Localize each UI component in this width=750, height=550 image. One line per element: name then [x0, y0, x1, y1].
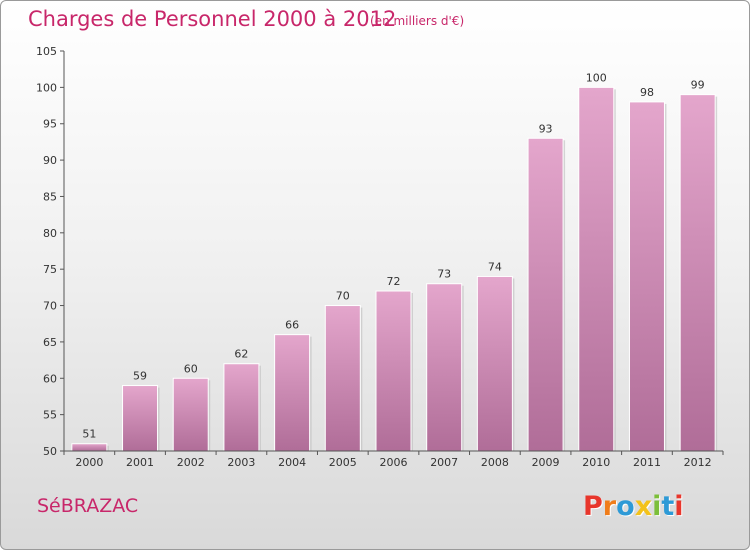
- logo-letter: P: [583, 491, 603, 522]
- chart-subtitle: (en milliers d'€): [370, 14, 465, 28]
- commune-name: SéBRAZAC: [37, 495, 139, 517]
- x-tick-label: 2000: [75, 456, 103, 469]
- bar-2003[interactable]: [223, 363, 260, 452]
- bar-2000[interactable]: [71, 443, 108, 452]
- bar-2012[interactable]: [679, 94, 716, 452]
- value-label: 100: [586, 71, 607, 84]
- x-tick-label: 2001: [126, 456, 154, 469]
- bar-2002[interactable]: [172, 377, 209, 452]
- value-label: 51: [82, 428, 96, 441]
- y-tick-label: 80: [43, 227, 57, 240]
- x-tick-label: 2006: [380, 456, 408, 469]
- bar-2011[interactable]: [628, 101, 665, 452]
- chart-title: Charges de Personnel 2000 à 2012: [28, 7, 397, 31]
- bar-2008[interactable]: [476, 275, 513, 452]
- logo-letter: x: [634, 491, 653, 522]
- value-label: 70: [336, 290, 350, 303]
- labels-layer: 51 2000 59 2001 60 2002 62 2003 66 2004 70 2005 72 20…: [36, 45, 712, 469]
- bars-layer: [71, 86, 718, 452]
- value-label: 74: [488, 260, 502, 273]
- bar-2005[interactable]: [324, 305, 361, 452]
- y-tick-label: 95: [43, 118, 57, 131]
- y-tick-label: 65: [43, 336, 57, 349]
- x-tick-label: 2008: [481, 456, 509, 469]
- logo-letter: t: [661, 491, 675, 522]
- bar-2010[interactable]: [578, 86, 615, 452]
- value-label: 60: [184, 362, 198, 375]
- bar-2009[interactable]: [527, 137, 564, 452]
- y-tick-label: 75: [43, 263, 57, 276]
- bar-2001[interactable]: [122, 385, 159, 452]
- logo-letter: i: [674, 491, 684, 522]
- x-tick-label: 2003: [227, 456, 255, 469]
- x-tick-label: 2007: [430, 456, 458, 469]
- value-label: 59: [133, 370, 147, 383]
- x-tick-label: 2005: [329, 456, 357, 469]
- value-label: 62: [234, 348, 248, 361]
- value-label: 99: [691, 79, 705, 92]
- y-tick-label: 105: [36, 45, 57, 58]
- y-tick-label: 60: [43, 372, 57, 385]
- x-tick-label: 2011: [633, 456, 661, 469]
- logo-letter: r: [602, 491, 617, 522]
- proxiti-logo[interactable]: Proxiti: [583, 491, 684, 522]
- logo-letter: o: [616, 491, 635, 522]
- y-tick-label: 100: [36, 81, 57, 94]
- x-tick-label: 2012: [684, 456, 712, 469]
- value-label: 66: [285, 319, 299, 332]
- x-tick-label: 2004: [278, 456, 306, 469]
- x-tick-label: 2010: [582, 456, 610, 469]
- logo-letter: i: [652, 491, 662, 522]
- x-tick-label: 2009: [532, 456, 560, 469]
- bar-2006[interactable]: [375, 290, 412, 452]
- bar-2004[interactable]: [274, 334, 311, 452]
- value-label: 72: [387, 275, 401, 288]
- y-tick-label: 85: [43, 190, 57, 203]
- y-tick-label: 70: [43, 300, 57, 313]
- value-label: 73: [437, 268, 451, 281]
- value-label: 98: [640, 86, 654, 99]
- y-tick-label: 50: [43, 445, 57, 458]
- x-tick-label: 2002: [177, 456, 205, 469]
- bar-2007[interactable]: [426, 283, 463, 452]
- axes-layer: [60, 50, 724, 455]
- y-tick-label: 90: [43, 154, 57, 167]
- value-label: 93: [539, 122, 553, 135]
- y-tick-label: 55: [43, 409, 57, 422]
